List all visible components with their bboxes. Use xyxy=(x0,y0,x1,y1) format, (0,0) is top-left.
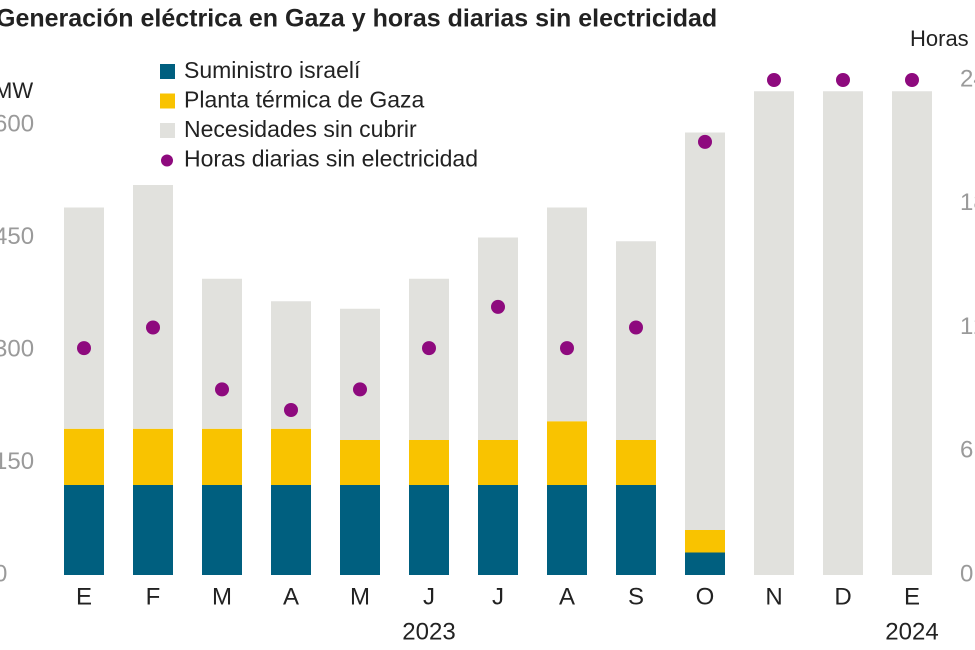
bar-segment xyxy=(64,207,104,429)
y2-tick-label: 0 xyxy=(960,560,973,587)
bar-segment xyxy=(547,485,587,575)
y2-axis-label: Horas xyxy=(910,26,969,51)
legend-marker xyxy=(161,154,173,167)
hours-dot xyxy=(215,382,229,397)
y-tick-label: 150 xyxy=(0,448,34,475)
hours-dot xyxy=(77,341,91,356)
hours-dot xyxy=(698,134,712,149)
bar-segment xyxy=(133,185,173,429)
year-label: 2024 xyxy=(885,618,938,645)
hours-dot xyxy=(905,73,919,87)
y2-tick-label: 18 xyxy=(960,189,975,216)
bar-segment xyxy=(685,132,725,530)
bar-segment xyxy=(271,428,311,485)
x-tick-label: A xyxy=(283,583,299,610)
bar-segment xyxy=(133,485,173,575)
bar-segment xyxy=(409,485,449,575)
bar-segment xyxy=(64,428,104,485)
bar-segment xyxy=(340,485,380,575)
y-axis-label: MW xyxy=(0,78,33,103)
x-tick-label: J xyxy=(423,583,435,610)
bar-segment xyxy=(616,485,656,575)
hours-dot xyxy=(284,403,298,417)
hours-dot xyxy=(353,382,367,397)
x-tick-label: F xyxy=(146,583,161,610)
legend-marker xyxy=(160,93,175,109)
bar-segment xyxy=(340,308,380,440)
y-tick-label: 300 xyxy=(0,335,34,362)
bar-segment xyxy=(616,440,656,485)
hours-dot xyxy=(767,73,781,87)
y-tick-label: 450 xyxy=(0,223,34,250)
bar-segment xyxy=(685,530,725,553)
bar-segment xyxy=(892,91,932,575)
bar-segment xyxy=(409,278,449,440)
x-tick-label: E xyxy=(904,583,920,610)
bar-segment xyxy=(547,421,587,485)
bar-segment xyxy=(823,91,863,575)
y2-tick-label: 12 xyxy=(960,313,975,340)
legend-label: Suministro israelí xyxy=(184,57,361,83)
y-tick-label: 0 xyxy=(0,560,7,587)
legend-marker xyxy=(160,123,175,138)
y-tick-label: 600 xyxy=(0,110,34,137)
bar-segment xyxy=(202,278,242,429)
bar-segment xyxy=(754,91,794,575)
y2-tick-label: 24 xyxy=(960,65,975,92)
bar-segment xyxy=(616,241,656,440)
bar-segment xyxy=(547,207,587,422)
bar-segment xyxy=(478,237,518,440)
hours-dot xyxy=(146,320,160,335)
hours-dot xyxy=(491,299,505,314)
legend-label: Necesidades sin cubrir xyxy=(184,116,417,142)
x-tick-label: N xyxy=(765,583,782,610)
hours-dot xyxy=(422,341,436,356)
x-tick-label: A xyxy=(559,583,575,610)
bar-segment xyxy=(202,485,242,575)
bar-segment xyxy=(133,428,173,485)
bar-segment xyxy=(478,440,518,485)
y2-tick-label: 6 xyxy=(960,437,973,464)
bar-segment xyxy=(271,485,311,575)
x-tick-label: D xyxy=(834,583,851,610)
legend-marker xyxy=(160,64,175,79)
bar-segment xyxy=(409,440,449,485)
bar-segment xyxy=(202,428,242,485)
legend-label: Planta térmica de Gaza xyxy=(184,87,425,113)
chart-title: Generación eléctrica en Gaza y horas dia… xyxy=(0,5,717,33)
hours-dot xyxy=(629,320,643,335)
x-tick-label: M xyxy=(212,583,232,610)
hours-dot xyxy=(836,73,850,87)
x-tick-label: J xyxy=(492,583,504,610)
x-tick-label: E xyxy=(76,583,92,610)
bar-segment xyxy=(64,485,104,575)
hours-dot xyxy=(560,341,574,356)
x-tick-label: M xyxy=(350,583,370,610)
year-label: 2023 xyxy=(402,618,455,645)
x-tick-label: O xyxy=(696,583,715,610)
bar-segment xyxy=(478,485,518,575)
bar-segment xyxy=(685,552,725,575)
bar-segment xyxy=(340,440,380,485)
x-tick-label: S xyxy=(628,583,644,610)
legend-label: Horas diarias sin electricidad xyxy=(184,146,478,172)
